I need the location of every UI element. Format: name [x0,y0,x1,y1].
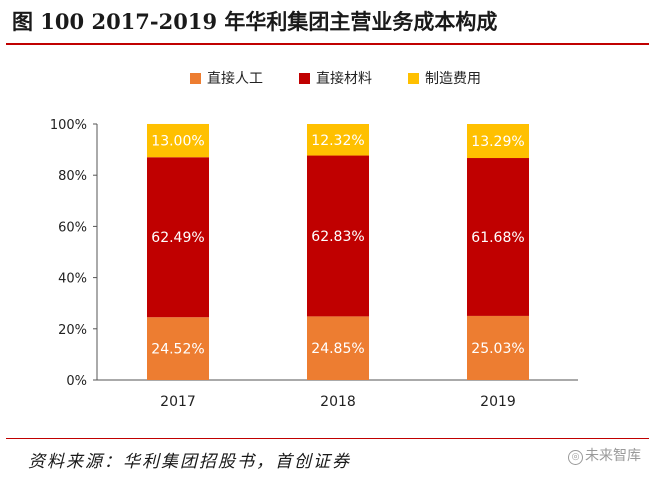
legend-label: 直接人工 [207,70,263,87]
x-tick-label: 2019 [480,394,516,410]
bar-segment [307,124,369,156]
y-tick-label: 100% [50,118,87,133]
plot-area: 0% 20% 40% 60% 80% 100% 24.52% 62.49% 13.00% 2017… [50,118,578,410]
bar-segment [147,157,209,318]
bar-segment [467,315,529,380]
data-label: 62.83% [311,229,364,245]
title-divider [6,43,649,45]
figure-title: 图 100 2017-2019 年华利集团主营业务成本构成 [12,9,498,34]
y-tick-label: 60% [58,220,87,235]
stacked-bar-chart: 直接人工 直接材料 制造费用 0% 20% 40% 60% 80% 100% 24.52% 62.… [50,70,578,410]
watermark-icon: ◎ [568,450,583,465]
legend-swatch [190,73,201,84]
data-label: 62.49% [151,230,204,246]
bar-segment [147,123,209,158]
data-label: 13.29% [471,134,524,150]
watermark-text: 未来智库 [585,448,641,464]
y-tick-label: 0% [66,374,87,389]
chart-legend: 直接人工 直接材料 制造费用 [190,70,481,87]
y-tick-label: 40% [58,272,87,287]
data-label: 13.00% [151,134,204,150]
legend-label: 直接材料 [316,70,372,87]
x-tick-label: 2018 [320,394,356,410]
data-label: 24.85% [311,341,364,357]
bar-segment [467,124,529,159]
y-tick-label: 80% [58,169,87,184]
legend-label: 制造费用 [425,71,481,87]
legend-swatch [408,73,419,84]
data-label: 24.52% [151,342,204,358]
data-label: 12.32% [311,133,364,149]
bar-segment [467,158,529,316]
data-label: 25.03% [471,341,524,357]
bar-segment [307,155,369,317]
source-note: 资料来源：华利集团招股书，首创证券 [28,452,351,472]
x-tick-label: 2017 [160,394,196,410]
source-divider [6,438,649,439]
y-tick-label: 20% [58,323,87,338]
bar-segment [147,317,209,380]
data-label: 61.68% [471,230,524,246]
legend-swatch [299,73,310,84]
bar-segment [307,316,369,380]
watermark: ◎ 未来智库 [568,445,641,465]
